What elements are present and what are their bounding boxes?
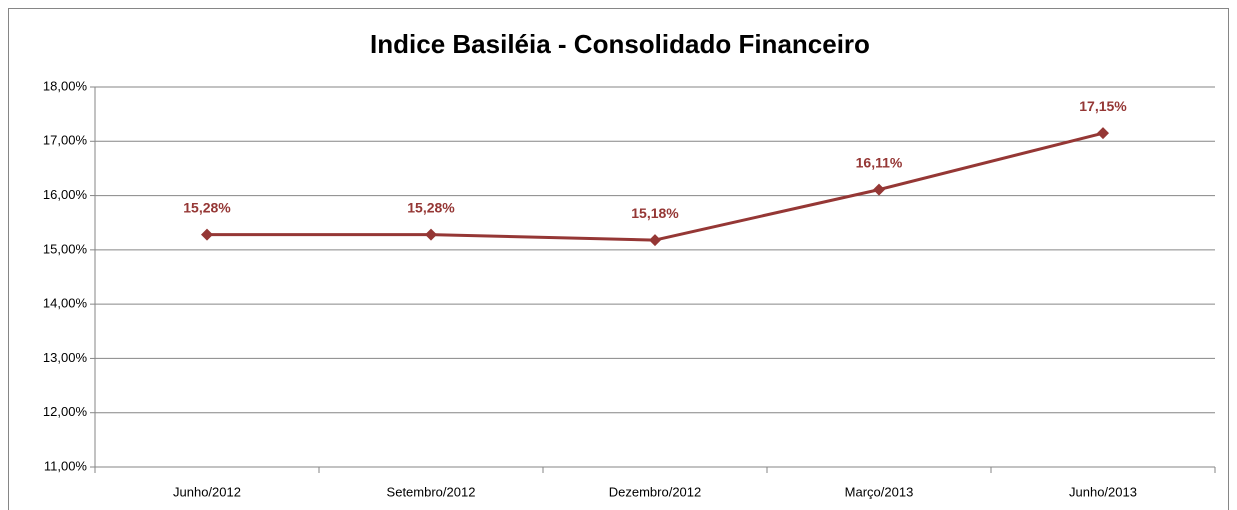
y-tick-label: 17,00% (43, 133, 88, 148)
y-tick-label: 13,00% (43, 350, 88, 365)
chart-title: Indice Basiléia - Consolidado Financeiro (370, 29, 870, 59)
y-tick-label: 14,00% (43, 296, 88, 311)
data-label: 16,11% (856, 154, 903, 170)
x-tick-label: Março/2013 (845, 484, 914, 499)
y-tick-label: 12,00% (43, 404, 88, 419)
data-label: 15,28% (407, 199, 455, 215)
y-tick-label: 16,00% (43, 187, 88, 202)
y-tick-label: 11,00% (44, 458, 88, 473)
chart-border (8, 8, 1229, 510)
x-tick-label: Setembro/2012 (387, 484, 476, 499)
data-label: 15,28% (183, 199, 231, 215)
data-point (201, 228, 213, 241)
y-tick-label: 15,00% (43, 241, 88, 256)
data-point (425, 228, 437, 241)
data-label: 17,15% (1079, 98, 1127, 114)
data-label: 15,18% (631, 205, 679, 221)
x-tick-label: Junho/2012 (173, 484, 241, 499)
y-tick-label: 18,00% (43, 78, 88, 93)
x-tick-label: Dezembro/2012 (609, 484, 702, 499)
data-point (873, 183, 885, 196)
x-tick-label: Junho/2013 (1069, 484, 1137, 499)
data-point (649, 234, 661, 247)
data-point (1097, 127, 1109, 140)
